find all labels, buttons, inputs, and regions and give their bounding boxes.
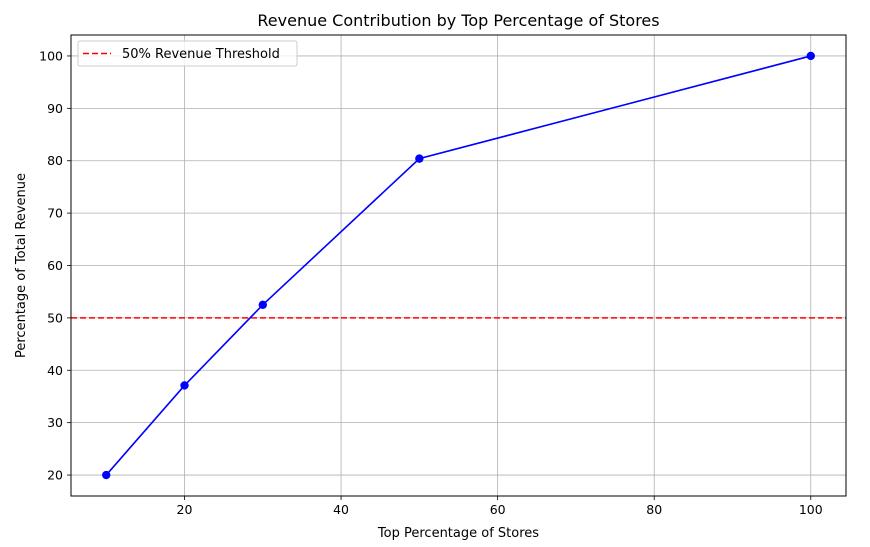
y-tick-label: 40	[47, 363, 63, 378]
x-axis-ticks: 20 40 60 80 100	[177, 496, 823, 517]
y-tick-label: 80	[47, 153, 63, 168]
data-point	[180, 381, 189, 390]
x-tick-label: 100	[799, 502, 823, 517]
y-tick-label: 100	[39, 48, 63, 63]
y-tick-label: 60	[47, 258, 63, 273]
x-tick-label: 60	[490, 502, 506, 517]
legend-box	[77, 40, 298, 67]
data-point	[806, 51, 815, 61]
legend-label-threshold: 50% Revenue Threshold	[122, 47, 280, 62]
y-tick-label: 20	[47, 468, 63, 483]
y-tick-label: 90	[47, 101, 63, 116]
data-point	[102, 470, 111, 480]
chart-title: Revenue Contribution by Top Percentage o…	[257, 11, 659, 30]
x-tick-label: 40	[333, 502, 349, 517]
data-point	[258, 300, 267, 309]
x-tick-label: 80	[646, 502, 662, 517]
x-axis-label: Top Percentage of Stores	[377, 526, 539, 541]
y-axis-ticks: 20 30 40 50 60 70 80 90 100	[39, 48, 71, 483]
grid	[71, 35, 846, 496]
y-tick-label: 70	[47, 206, 63, 221]
y-tick-label: 50	[47, 310, 63, 325]
series-group	[102, 51, 815, 480]
y-tick-label: 30	[47, 415, 63, 430]
x-tick-label: 20	[177, 502, 193, 517]
data-point	[415, 154, 424, 163]
legend: 50% Revenue Threshold	[77, 40, 298, 67]
y-axis-label: Percentage of Total Revenue	[14, 173, 29, 358]
